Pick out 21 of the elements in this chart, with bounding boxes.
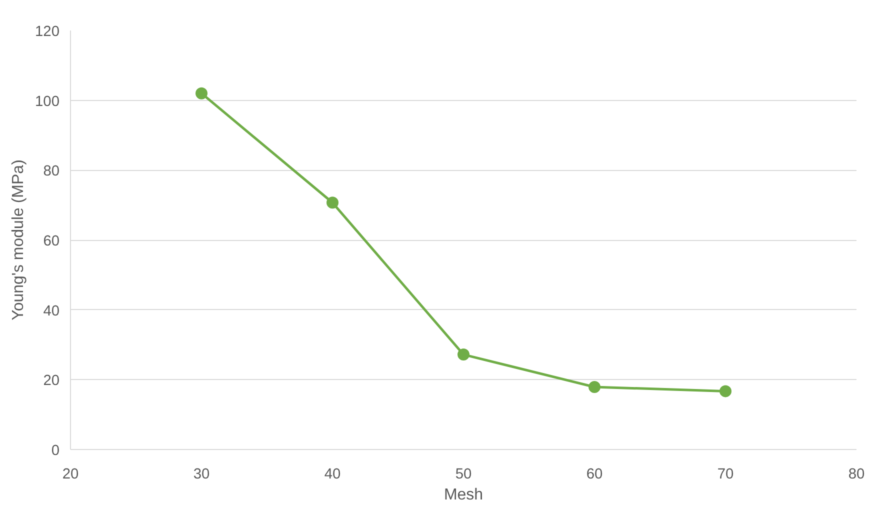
x-tick-label: 50 — [455, 466, 472, 482]
y-tick-label: 60 — [43, 234, 60, 250]
y-tick-label: 120 — [35, 24, 60, 40]
point — [588, 381, 600, 393]
y-tick-label: 100 — [35, 94, 60, 110]
point — [326, 196, 338, 209]
point — [196, 87, 208, 100]
y-tick-label: 80 — [43, 164, 60, 180]
x-tick-label: 20 — [62, 466, 79, 482]
x-axis-title: Mesh — [444, 486, 484, 504]
x-tick-label: 30 — [193, 466, 210, 482]
y-tick-label: 20 — [43, 373, 60, 390]
point — [720, 385, 732, 398]
y-axis-title: Young's module (MPa) — [10, 160, 28, 320]
x-tick-label: 70 — [717, 466, 734, 482]
y-tick-label: 40 — [43, 303, 60, 320]
x-tick-label: 60 — [586, 466, 603, 482]
x-tick-label: 40 — [324, 466, 341, 482]
point — [458, 348, 470, 361]
y-tick-label: 0 — [51, 443, 60, 459]
x-tick-label: 80 — [848, 466, 865, 482]
